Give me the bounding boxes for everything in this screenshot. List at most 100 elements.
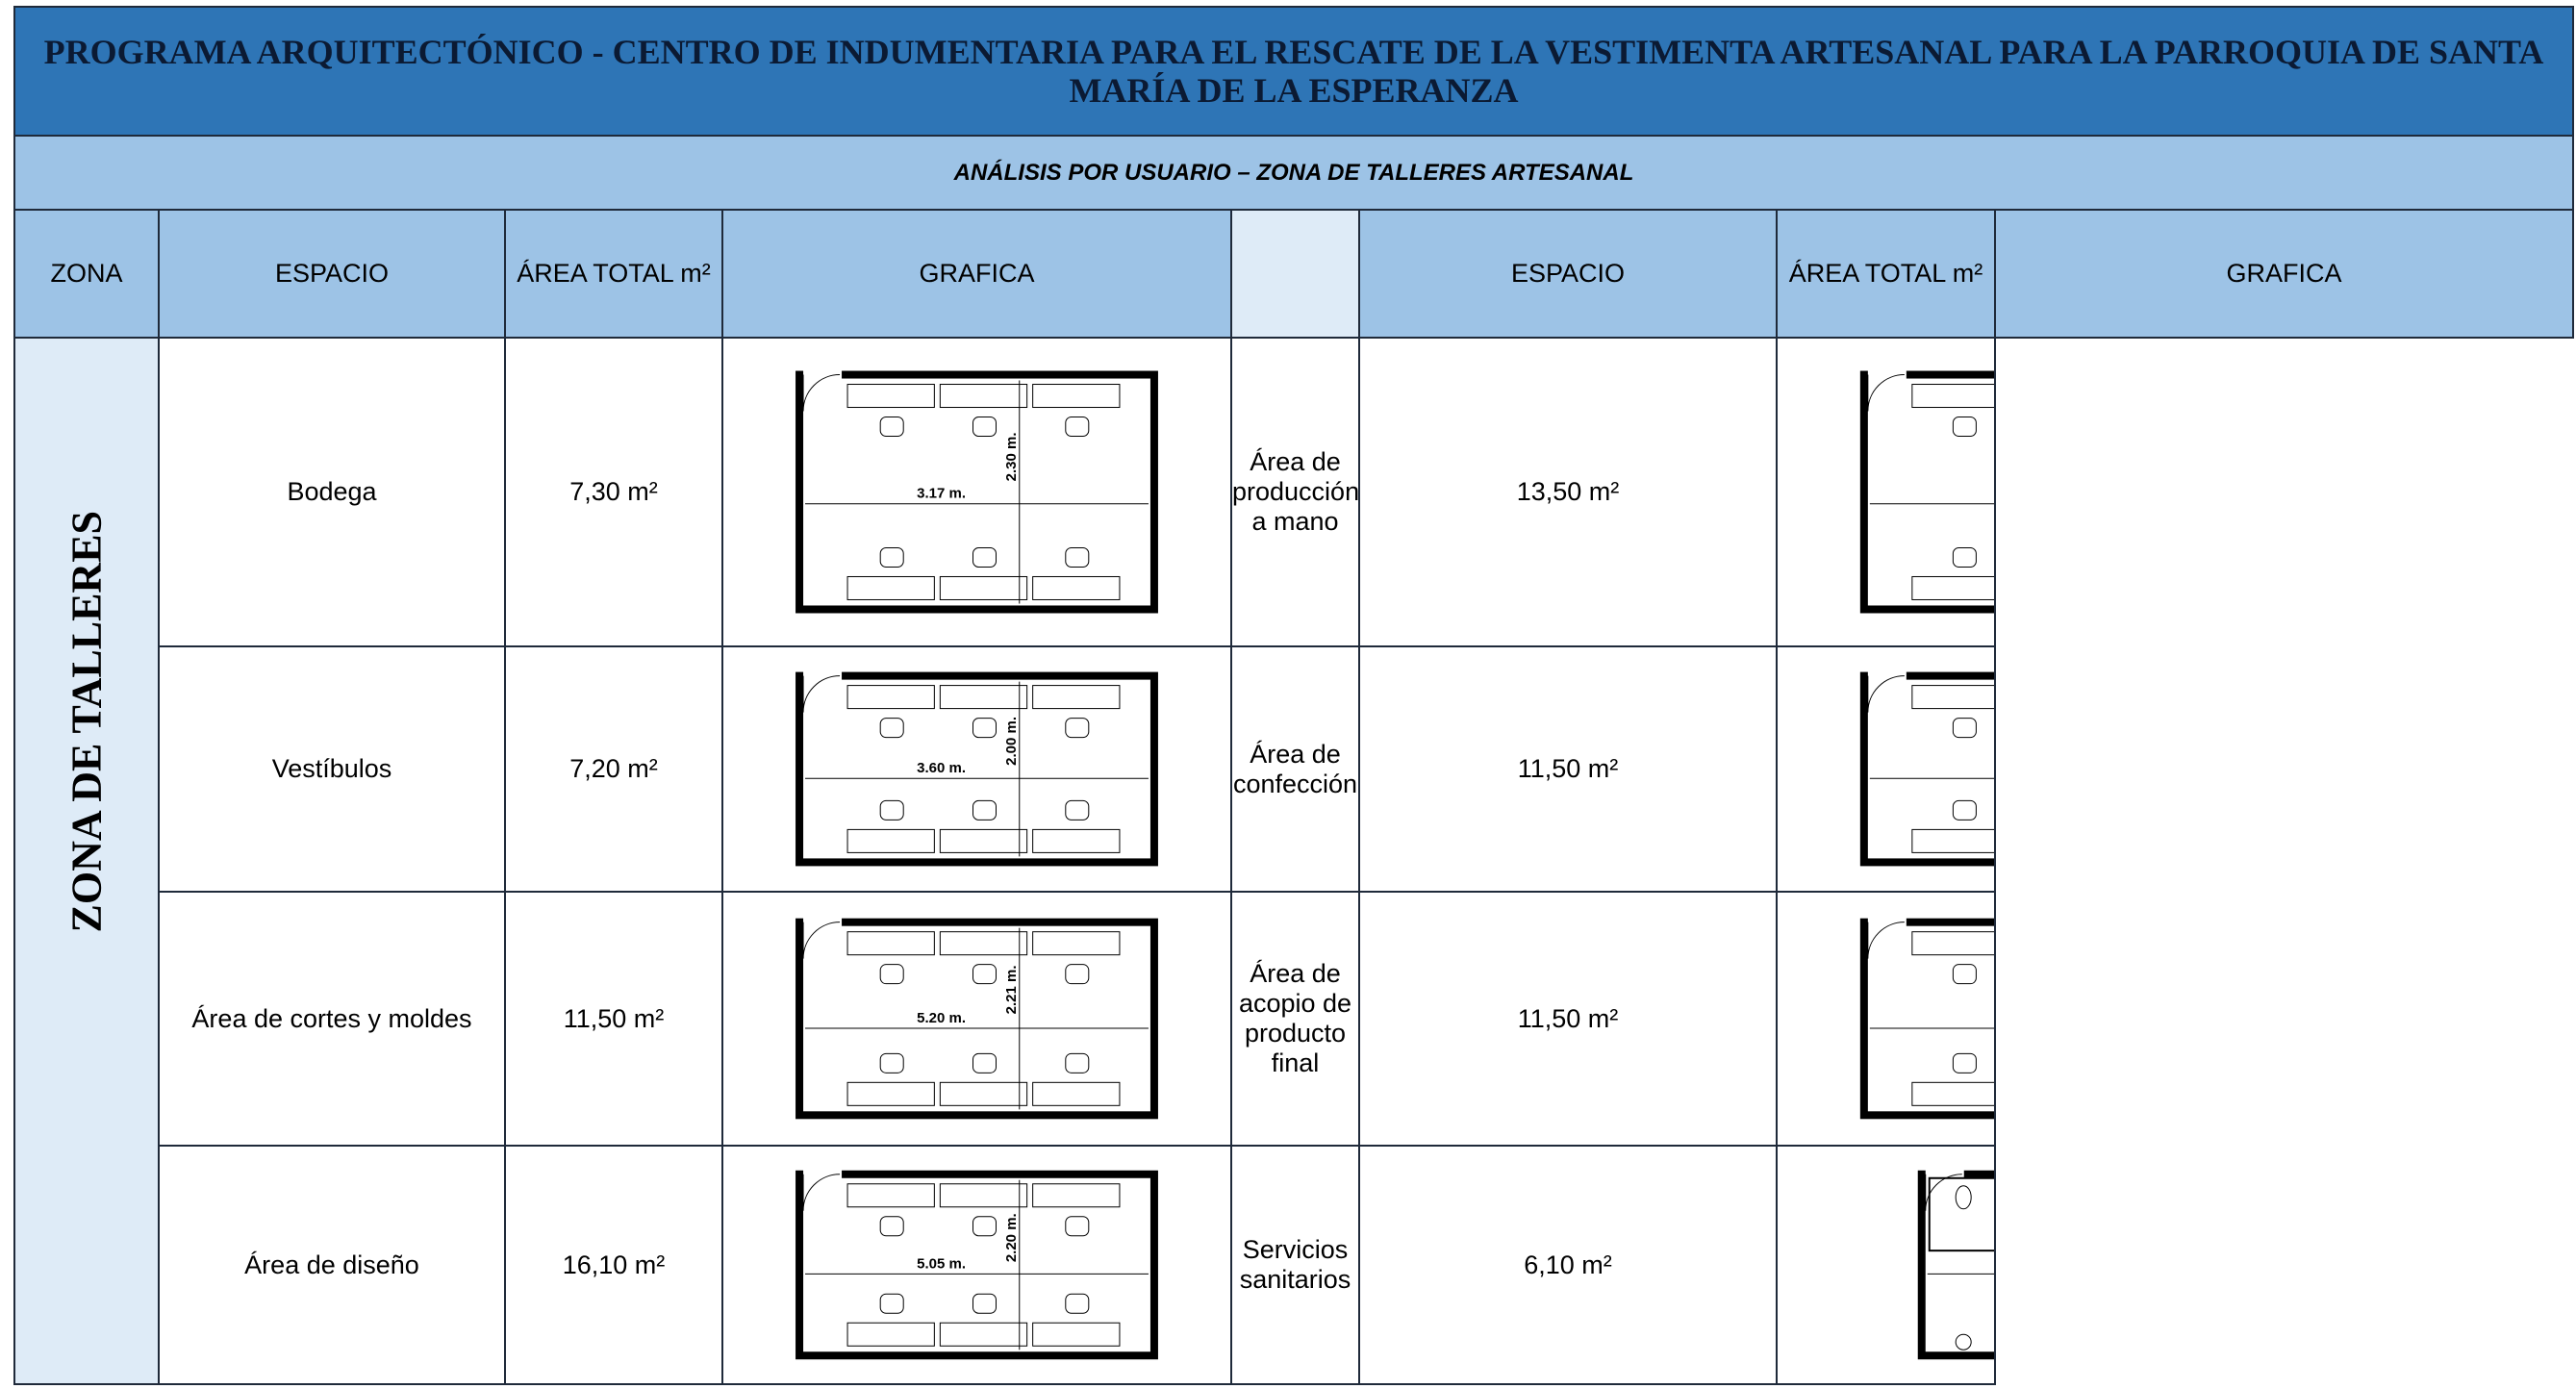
space-name: Bodega [158,337,506,647]
plan-cell: 3.17 m. 2.30 m. [721,337,1232,647]
desk [1911,931,1993,956]
desk [846,685,935,710]
table-row: ZONA DE TALLERES Bodega 7,30 m² 3.17 m. 2.30… [13,337,2573,1385]
plan-cell: 5.50 m.2.20 m. [1776,891,1996,1147]
dimension-label: 5.20 m. [917,1010,966,1026]
chair [1065,417,1090,438]
desk [1911,384,1993,409]
space-name: Área de confección [1230,645,1360,893]
wall [1859,370,1993,614]
chair [1065,1052,1090,1073]
table-row: Vestíbulos 7,20 m² 3.60 m. 2.00 m. Área de c… [14,645,2573,893]
desk [846,575,935,600]
spacer [1230,209,1360,339]
space-name: Área de acopio de producto final [1230,891,1360,1147]
door-opening [803,917,843,927]
area-total: 13,50 m² [1358,337,1778,647]
wall [1859,671,1993,867]
area-total: 7,20 m² [504,645,723,893]
door [1925,1174,1962,1211]
wall [796,918,1158,1120]
chair [1952,417,1977,438]
space-name: Área de producción a mano [1230,337,1360,647]
area-total: 11,50 m² [504,891,723,1147]
dimension-label: 5.05 m. [917,1255,966,1272]
plan-cell: 5.60 m.2.41 m. [1776,337,1996,647]
desk [1032,931,1121,956]
desk [846,1183,935,1208]
door [802,675,841,713]
door [1867,374,1905,412]
dimension-label: 3.60 m. [917,760,966,776]
chair [879,1293,904,1314]
desk [939,1081,1028,1106]
desk [1032,384,1121,409]
chair [972,1052,997,1073]
desk [1032,575,1121,600]
chair [1952,799,1977,821]
dimension-label: 2.30 m. [1003,432,1020,481]
chair [879,417,904,438]
desk [1032,685,1121,710]
desk [1911,685,1993,710]
chair [1952,964,1977,985]
desk [1911,575,1993,600]
chair [1065,718,1090,739]
door [1867,922,1905,959]
plan-cell: 5.05 m. 2.20 m. [721,1145,1232,1385]
area-total: 16,10 m² [504,1145,723,1385]
chair [879,1216,904,1237]
floor-plan: 5.05 m. 2.20 m. [796,1169,1158,1360]
door-opening [1867,917,1907,927]
space-name: Área de diseño [158,1145,506,1385]
door [802,374,841,412]
desk [846,828,935,853]
program-table: PROGRAMA ARQUITECTÓNICO - CENTRO DE INDU… [13,6,2574,1385]
chair [879,1052,904,1073]
chair [1952,1052,1977,1073]
dimension-label: 3.17 m. [917,486,966,502]
desk [846,1322,935,1347]
chair [972,1293,997,1314]
door-opening [803,369,843,380]
zone-cell: ZONA DE TALLERES [13,337,160,1385]
wall [1859,918,1993,1120]
area-total: 11,50 m² [1358,645,1778,893]
floor-plan: 5.20 m. 2.21 m. [796,917,1158,1120]
dimension-label: 2.21 m. [1003,965,1020,1014]
dimension-label: 2.00 m. [1003,717,1020,766]
stall [1928,1176,1993,1252]
door-opening [1867,670,1907,681]
door [1867,675,1905,713]
column-header: ESPACIO [1358,209,1778,339]
subtitle: ANÁLISIS POR USUARIO – ZONA DE TALLERES … [13,135,2574,211]
column-header: ZONA [13,209,160,339]
desk [939,828,1028,853]
desk [1032,1183,1121,1208]
column-header: ESPACIO [158,209,506,339]
desk [939,1183,1028,1208]
door-opening [1867,369,1907,380]
door-opening [803,670,843,681]
chair [879,546,904,568]
plan-cell: 3.002.05 [1776,1145,1996,1385]
chair [972,964,997,985]
floor-plan: 5.60 m.2.41 m. [1859,369,1993,614]
chair [1065,964,1090,985]
wall [796,1170,1158,1360]
chair [972,546,997,568]
sink [1955,1333,1972,1351]
desk [939,685,1028,710]
floor-plan: 3.002.05 [1917,1169,1993,1360]
desk [1032,1322,1121,1347]
floor-plan: 5.50 m.2.20 m. [1859,917,1993,1120]
desk [939,384,1028,409]
floor-plan: 3.17 m. 2.30 m. [796,369,1158,614]
column-header: GRAFICA [1994,209,2574,339]
wall [796,671,1158,867]
column-header: ÁREA TOTAL m² [1776,209,1996,339]
table-row: Área de cortes y moldes 11,50 m² 5.20 m. 2.… [14,891,2573,1147]
zone-label: ZONA DE TALLERES [63,510,111,932]
space-name: Vestíbulos [158,645,506,893]
